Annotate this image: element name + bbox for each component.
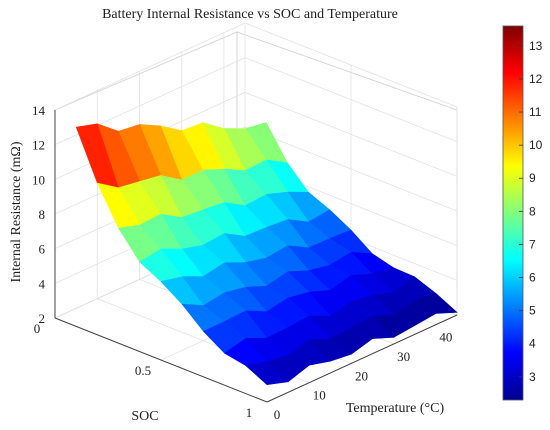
colorbar-tick-label: 5	[529, 304, 536, 318]
z-tick-label: 4	[39, 276, 46, 291]
colorbar-tick-labels: 3 4 5 6 7 8 9 10 11 12 13	[519, 39, 543, 384]
chart-title: Battery Internal Resistance vs SOC and T…	[102, 7, 398, 22]
z-axis-label: Internal Resistance (mΩ)	[9, 141, 24, 282]
colorbar-tick-label: 12	[529, 72, 543, 86]
z-tick-label: 12	[32, 138, 45, 153]
colorbar-tick-label: 11	[529, 105, 542, 119]
z-tick-label: 14	[32, 103, 46, 118]
x-tick-label: 0.5	[135, 363, 151, 378]
colorbar-tick-label: 10	[529, 138, 543, 152]
y-axis-line	[266, 314, 458, 403]
surface-mesh	[75, 122, 458, 385]
colorbar-tick-label: 7	[529, 237, 536, 251]
y-axis-label: Temperature (°C)	[346, 401, 445, 416]
y-tick-label: 20	[355, 368, 368, 383]
colorbar	[502, 25, 524, 401]
y-tick-label: 10	[313, 388, 326, 403]
surface-patch	[245, 361, 289, 385]
x-tick-labels: 00.51	[34, 321, 253, 420]
y-tick-label: 0	[274, 407, 281, 422]
x-tick-label: 1	[246, 405, 253, 420]
colorbar-tick-label: 6	[529, 271, 536, 285]
colorbar-tick-label: 8	[529, 204, 536, 218]
z-tick-label: 10	[32, 172, 45, 187]
y-tick-labels: 0 10 20 30 40	[274, 330, 453, 422]
gridline-z-left	[54, 22, 246, 111]
z-tick-label: 2	[39, 311, 46, 326]
x-axis-line	[54, 317, 268, 403]
z-tick-label: 6	[39, 242, 46, 257]
colorbar-tick-label: 13	[529, 39, 543, 53]
colorbar-tick-label: 3	[529, 370, 536, 384]
axis-lines	[54, 110, 458, 403]
y-tick-label: 30	[397, 349, 410, 364]
x-tick-label: 0	[34, 321, 41, 336]
z-tick-labels: 2 4 6 8 10 12 14	[32, 103, 46, 326]
colorbar-tick-label: 9	[529, 171, 536, 185]
colorbar-tick-label: 4	[529, 337, 536, 351]
y-tick-label: 40	[439, 330, 452, 345]
z-tick-label: 8	[39, 207, 46, 222]
x-axis-label: SOC	[131, 409, 158, 424]
